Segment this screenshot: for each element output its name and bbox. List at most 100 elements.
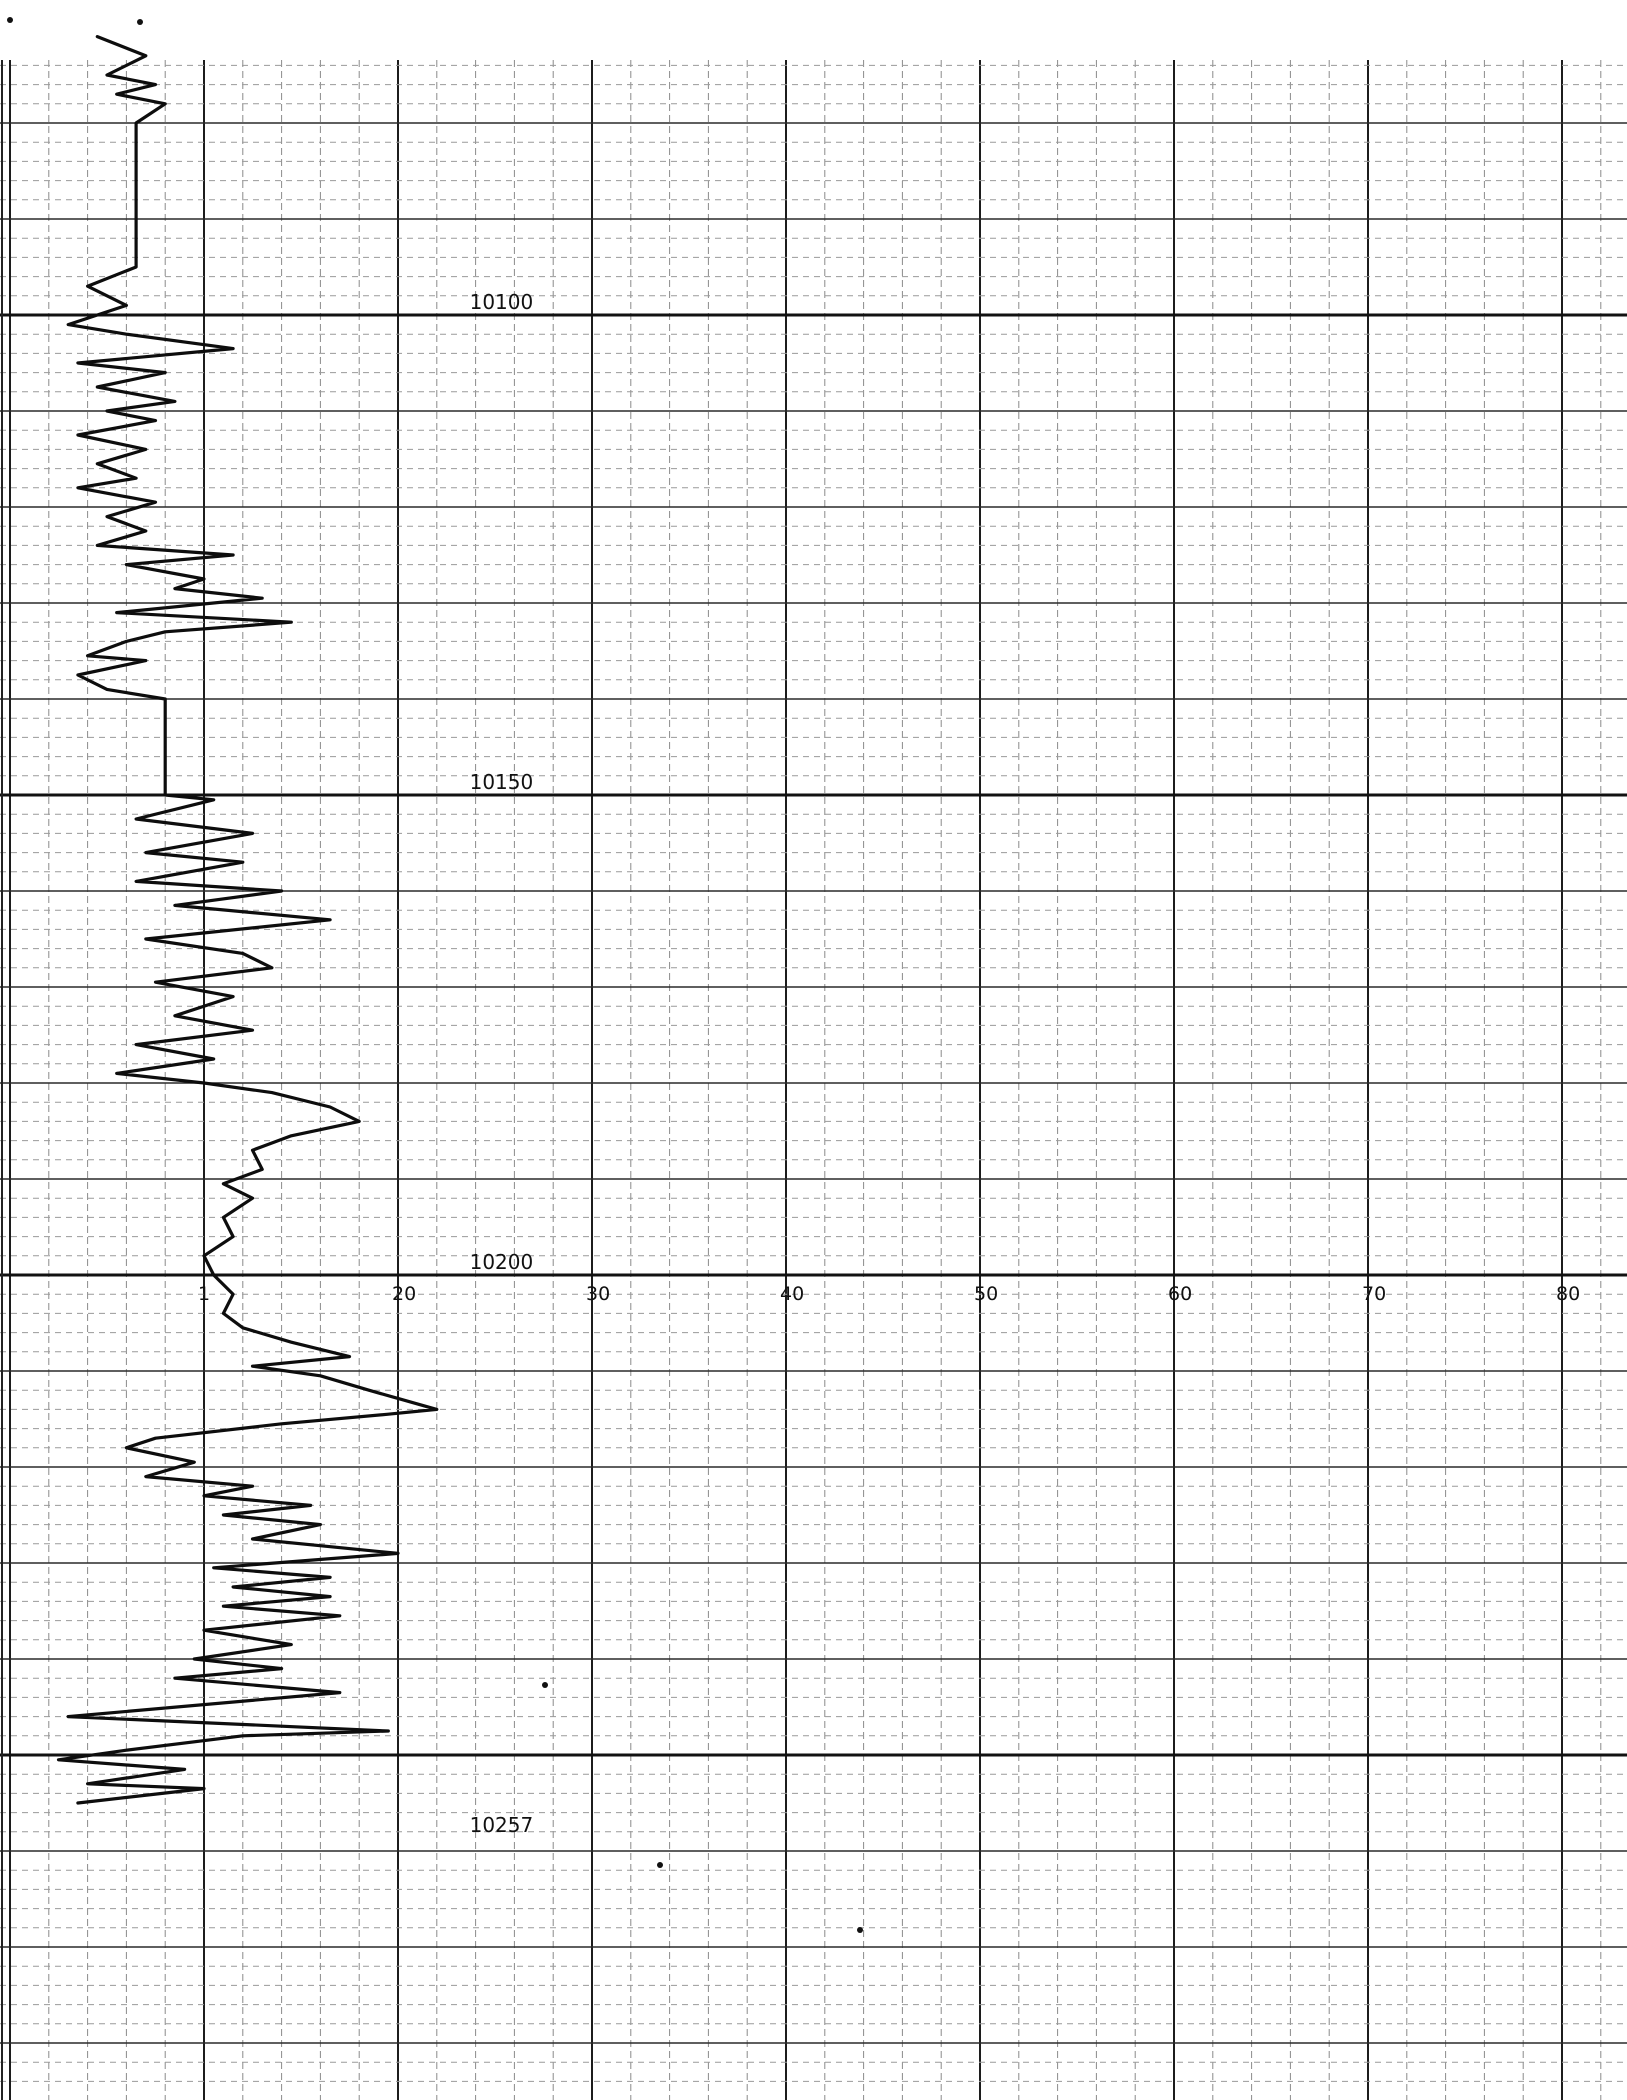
data-point: [222, 1216, 225, 1219]
data-point: [222, 1312, 225, 1315]
data-point: [125, 640, 128, 643]
data-point: [232, 1235, 234, 1238]
data-point: [164, 698, 166, 700]
data-point: [261, 597, 264, 599]
data-point: [125, 1447, 128, 1449]
data-point: [135, 1043, 137, 1046]
data-point: [125, 304, 128, 307]
data-point: [242, 952, 244, 955]
data-point: [125, 563, 128, 566]
paper-speck: [7, 17, 13, 23]
data-point: [329, 1576, 331, 1579]
data-point: [329, 919, 331, 921]
data-point: [174, 1677, 176, 1679]
data-point: [67, 323, 69, 326]
data-point: [339, 1615, 341, 1617]
x-tick-label: 70: [1362, 1283, 1386, 1305]
data-point: [348, 1355, 351, 1358]
data-point: [242, 861, 244, 863]
data-point: [183, 1768, 186, 1771]
data-point: [154, 419, 157, 422]
data-point: [203, 1787, 205, 1790]
data-point: [154, 1437, 157, 1439]
data-point: [154, 83, 157, 86]
data-point: [290, 621, 293, 623]
data-point: [174, 904, 176, 907]
data-point: [280, 890, 283, 892]
data-point: [232, 347, 234, 350]
data-point: [145, 659, 147, 662]
data-point: [242, 1327, 244, 1329]
data-point: [164, 631, 166, 633]
data-point: [174, 587, 176, 590]
data-point: [135, 477, 137, 480]
x-tick-label: 30: [586, 1283, 610, 1305]
x-tick-label: 80: [1556, 1283, 1580, 1305]
data-point: [232, 554, 234, 556]
data-point: [135, 199, 137, 201]
data-point: [203, 578, 205, 580]
data-point: [125, 1749, 128, 1751]
paper-specks: [7, 17, 863, 1933]
depth-label: 10200: [470, 1250, 534, 1274]
data-point: [251, 1365, 254, 1367]
data-point: [232, 995, 234, 998]
data-point: [145, 55, 147, 57]
data-point: [222, 1605, 225, 1607]
data-point: [77, 674, 79, 676]
data-point: [174, 400, 176, 403]
data-point: [115, 611, 118, 614]
data-point: [77, 362, 79, 364]
data-point: [290, 1341, 293, 1343]
data-point: [329, 1595, 331, 1598]
data-point: [67, 1715, 69, 1718]
data-point: [203, 1082, 205, 1084]
data-point: [271, 967, 273, 969]
data-point: [251, 832, 254, 835]
data-point: [290, 1135, 293, 1137]
data-point: [135, 818, 137, 820]
depth-label: 10257: [470, 1813, 534, 1837]
data-point: [57, 1759, 60, 1761]
data-point: [135, 880, 137, 883]
data-point: [387, 1730, 390, 1732]
data-point: [86, 1783, 89, 1785]
x-tick-label: 50: [974, 1283, 998, 1305]
data-point: [86, 655, 89, 657]
data-point: [397, 1552, 399, 1555]
data-point: [193, 1658, 196, 1660]
data-point: [261, 1168, 264, 1171]
data-point: [106, 74, 108, 76]
data-point: [77, 1802, 79, 1804]
series-line: [56, 35, 439, 1805]
log-trace: [56, 35, 439, 1805]
data-point: [164, 371, 166, 374]
data-point: [212, 1058, 215, 1060]
data-point: [232, 1293, 234, 1295]
paper-speck: [857, 1927, 863, 1933]
data-point: [154, 981, 157, 983]
data-point: [96, 544, 99, 547]
data-point: [232, 1586, 234, 1588]
data-point: [164, 794, 166, 796]
data-point: [125, 333, 128, 336]
data-point: [212, 799, 215, 801]
data-point: [222, 1514, 225, 1516]
data-point: [77, 434, 79, 436]
data-point: [212, 1567, 215, 1569]
data-point: [96, 35, 99, 38]
data-point: [115, 1072, 118, 1075]
data-point: [251, 1538, 254, 1540]
paper-speck: [542, 1682, 548, 1688]
data-point: [164, 746, 166, 748]
data-point: [145, 938, 147, 940]
data-point: [212, 1274, 215, 1276]
data-point: [115, 93, 118, 95]
x-tick-labels: 1 20 30 40 50 60 70 80: [198, 1283, 1580, 1305]
data-point: [106, 410, 108, 412]
data-point: [309, 1504, 312, 1507]
data-point: [193, 1461, 196, 1463]
data-point: [145, 851, 147, 854]
